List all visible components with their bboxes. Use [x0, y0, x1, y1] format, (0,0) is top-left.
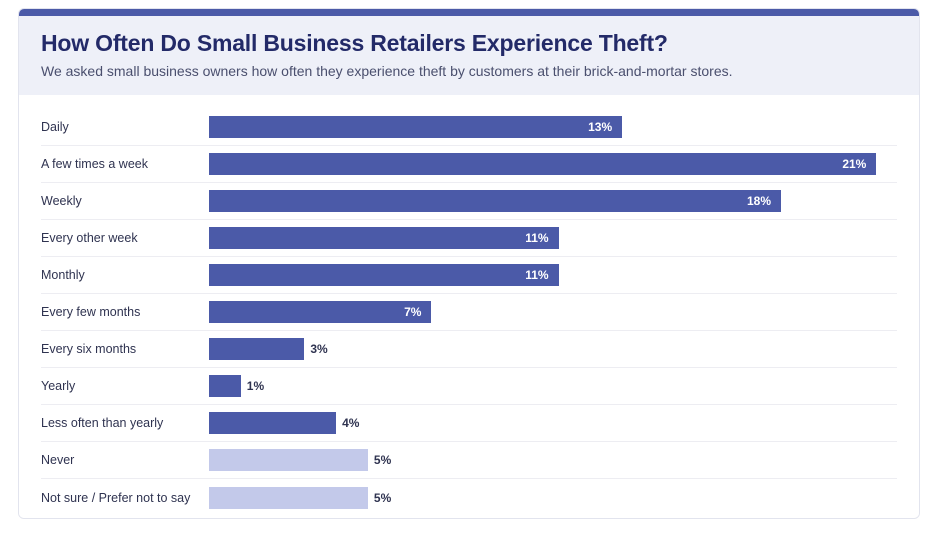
bar-track: 3%: [209, 338, 897, 360]
bar-fill: 1%: [209, 375, 241, 397]
bar-row: Less often than yearly4%: [41, 405, 897, 442]
bar-fill: 3%: [209, 338, 304, 360]
chart-title: How Often Do Small Business Retailers Ex…: [41, 30, 897, 57]
bar-chart: Daily 13% A few times a week 21% Weekly 18% Ev…: [19, 95, 919, 518]
chart-subtitle: We asked small business owners how often…: [41, 63, 897, 79]
bar-track: 18%: [209, 190, 897, 212]
bar-row-label: Less often than yearly: [41, 416, 209, 430]
bar-value-label: 7%: [404, 305, 421, 319]
bar-track: 13%: [209, 116, 897, 138]
bar-fill: 18%: [209, 190, 781, 212]
bar-row: Monthly 11%: [41, 257, 897, 294]
chart-card: How Often Do Small Business Retailers Ex…: [18, 8, 920, 519]
bar-row-label: Weekly: [41, 194, 209, 208]
bar-track: 4%: [209, 412, 897, 434]
bar-row-label: Daily: [41, 120, 209, 134]
bar-value-label: 3%: [304, 342, 327, 356]
bar-row: Not sure / Prefer not to say5%: [41, 479, 897, 516]
bar-value-label: 21%: [842, 157, 866, 171]
bar-row: Weekly 18%: [41, 183, 897, 220]
bar-fill: 11%: [209, 227, 559, 249]
bar-row: Daily 13%: [41, 109, 897, 146]
bar-track: 11%: [209, 227, 897, 249]
bar-value-label: 18%: [747, 194, 771, 208]
bar-row-label: Every six months: [41, 342, 209, 356]
bar-row: Never5%: [41, 442, 897, 479]
bar-track: 1%: [209, 375, 897, 397]
chart-header: How Often Do Small Business Retailers Ex…: [19, 16, 919, 95]
bar-value-label: 5%: [368, 491, 391, 505]
bar-value-label: 5%: [368, 453, 391, 467]
bar-row: Every few months 7%: [41, 294, 897, 331]
bar-row-label: Every few months: [41, 305, 209, 319]
bar-fill: 21%: [209, 153, 876, 175]
bar-fill: 5%: [209, 487, 368, 509]
bar-row: A few times a week 21%: [41, 146, 897, 183]
bar-value-label: 11%: [525, 231, 548, 245]
bar-row-label: Every other week: [41, 231, 209, 245]
bar-fill: 5%: [209, 449, 368, 471]
bar-row: Every six months3%: [41, 331, 897, 368]
bar-track: 11%: [209, 264, 897, 286]
bar-row-label: Monthly: [41, 268, 209, 282]
bar-track: 5%: [209, 487, 897, 509]
bar-value-label: 4%: [336, 416, 359, 430]
bar-fill: 11%: [209, 264, 559, 286]
bar-value-label: 13%: [588, 120, 612, 134]
bar-value-label: 11%: [525, 268, 548, 282]
bar-row: Yearly1%: [41, 368, 897, 405]
bar-track: 21%: [209, 153, 897, 175]
bar-fill: 7%: [209, 301, 431, 323]
bar-track: 5%: [209, 449, 897, 471]
bar-row-label: Never: [41, 453, 209, 467]
bar-row-label: Yearly: [41, 379, 209, 393]
bar-fill: 4%: [209, 412, 336, 434]
bar-row: Every other week 11%: [41, 220, 897, 257]
bar-row-label: A few times a week: [41, 157, 209, 171]
bar-track: 7%: [209, 301, 897, 323]
bar-row-label: Not sure / Prefer not to say: [41, 491, 209, 505]
bar-fill: 13%: [209, 116, 622, 138]
card-top-stripe: [19, 9, 919, 16]
bar-value-label: 1%: [241, 379, 264, 393]
